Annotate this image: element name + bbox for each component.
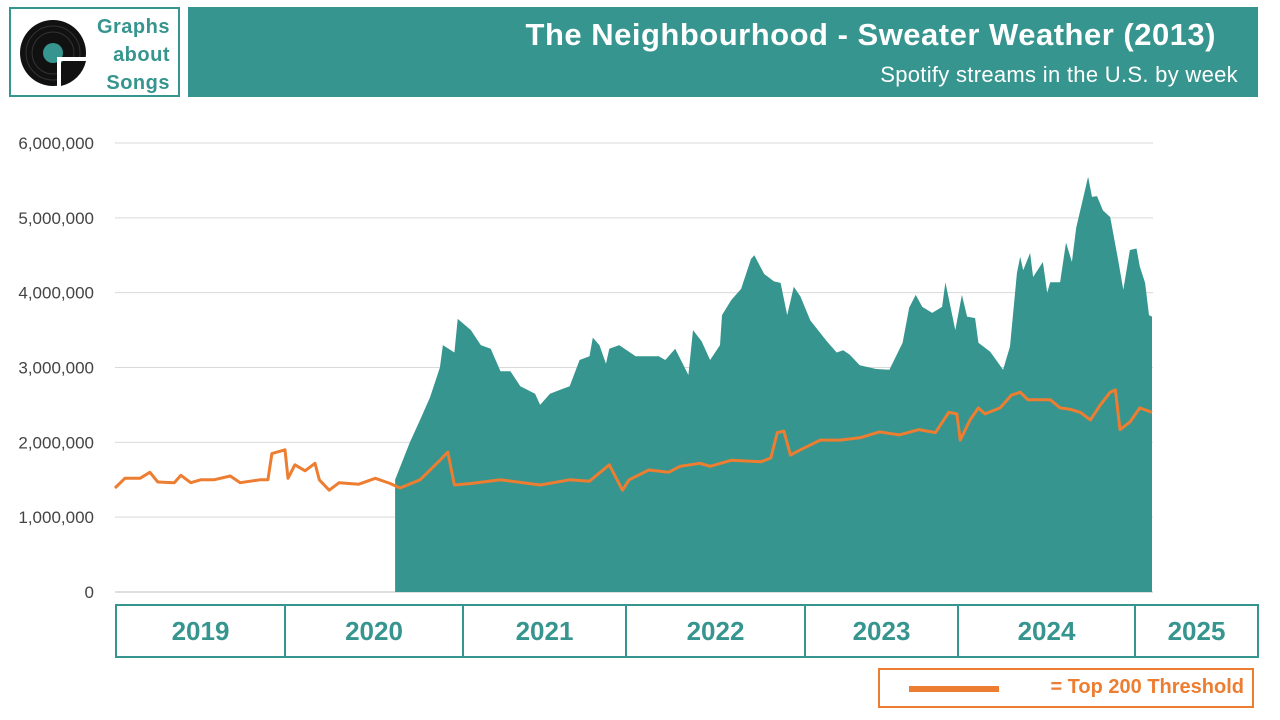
legend: = Top 200 Threshold (878, 668, 1254, 708)
year-label: 2021 (464, 606, 627, 656)
y-tick-label: 0 (85, 583, 94, 602)
y-tick-label: 2,000,000 (18, 433, 94, 452)
year-label: 2025 (1167, 615, 1226, 646)
vinyl-record-icon (20, 20, 87, 91)
year-label: 2023 (806, 606, 959, 656)
logo-line: Graphs (96, 16, 170, 38)
y-tick-label: 1,000,000 (18, 508, 94, 527)
title-banner: The Neighbourhood - Sweater Weather (201… (188, 7, 1258, 97)
legend-label: = Top 200 Threshold (1050, 676, 1244, 698)
chart-subtitle: Spotify streams in the U.S. by week (880, 62, 1238, 87)
logo: Graphs about Songs (9, 7, 180, 97)
streams-area (395, 176, 1153, 592)
year-label: 2022 (627, 606, 806, 656)
y-tick-label: 6,000,000 (18, 134, 94, 153)
y-tick-label: 3,000,000 (18, 359, 94, 378)
legend-threshold-swatch (909, 686, 999, 692)
year-label: 2019 (117, 606, 286, 656)
year-label: 2020 (286, 606, 464, 656)
logo-line: about (113, 44, 170, 66)
y-tick-label: 4,000,000 (18, 284, 94, 303)
chart-title: The Neighbourhood - Sweater Weather (201… (525, 17, 1216, 52)
y-tick-label: 5,000,000 (18, 209, 94, 228)
logo-line: Songs (106, 72, 170, 94)
year-axis: 2019 2020 2021 2022 2023 2024 2025 (115, 604, 1259, 658)
threshold-line (113, 388, 1153, 492)
year-label: 2024 (959, 606, 1136, 656)
